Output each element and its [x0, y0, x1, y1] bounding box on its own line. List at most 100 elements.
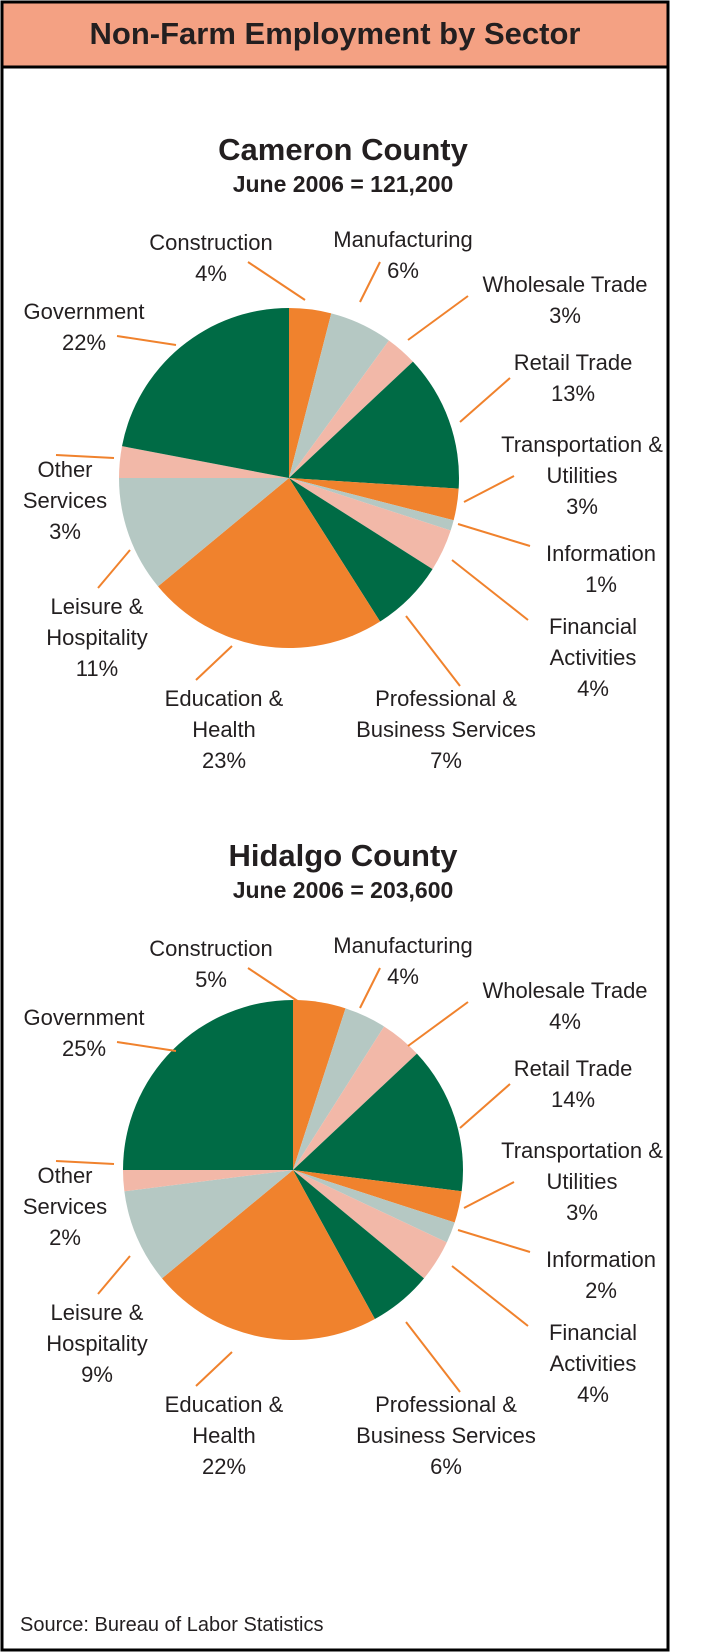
category-label: Other Services: [22, 457, 108, 513]
value-label: 3%: [549, 303, 581, 328]
pie-slice: [293, 1026, 417, 1170]
leader-line: [463, 475, 515, 503]
pie-slice: [123, 1000, 293, 1170]
pie-slice: [123, 1170, 293, 1192]
pie-slice: [293, 1053, 463, 1192]
value-label: 9%: [81, 1362, 113, 1387]
value-label: 2%: [585, 1278, 617, 1303]
slice-label: Leisure & Hospitality 11%: [35, 591, 160, 684]
category-label: Information: [545, 541, 657, 566]
value-label: 4%: [387, 964, 419, 989]
pie-slice: [158, 478, 381, 648]
pie-slice: [289, 478, 433, 622]
pie-slice: [124, 1170, 293, 1279]
leader-line: [55, 1160, 115, 1165]
value-label: 4%: [577, 676, 609, 701]
category-label: Leisure & Hospitality: [46, 594, 148, 650]
slice-label: Information 1%: [531, 538, 671, 600]
category-label: Government: [23, 299, 145, 324]
value-label: 25%: [61, 1036, 107, 1061]
leader-line: [451, 1265, 529, 1327]
category-label: Manufacturing: [333, 933, 473, 958]
slice-label: Other Services 2%: [18, 1160, 113, 1253]
slice-label: Manufacturing 6%: [308, 224, 498, 286]
pie-slice: [289, 313, 389, 478]
slice-label: Professional & Business Services 7%: [339, 683, 554, 776]
chart-title: Hidalgo County: [228, 838, 458, 873]
leader-line: [195, 645, 233, 681]
pie-slice: [289, 478, 451, 570]
slice-label: Information 2%: [531, 1244, 671, 1306]
leader-line: [195, 1351, 233, 1387]
category-label: Professional & Business Services: [356, 686, 536, 742]
pie-slice: [289, 478, 459, 521]
slice-label: Education & Health 22%: [154, 1389, 294, 1482]
slice-label: Wholesale Trade 4%: [465, 975, 665, 1037]
value-label: 3%: [49, 519, 81, 544]
chart-subtitle: June 2006 = 203,600: [232, 877, 454, 903]
category-label: Information: [545, 1247, 657, 1272]
slice-label: Construction 5%: [131, 933, 291, 995]
value-label: 22%: [61, 330, 107, 355]
pie-slice: [293, 1170, 424, 1319]
pie-slice: [293, 1170, 447, 1279]
slice-label: Retail Trade 13%: [473, 347, 673, 409]
category-label: Leisure & Hospitality: [46, 1300, 148, 1356]
leader-line: [116, 335, 177, 346]
leader-line: [457, 523, 531, 547]
slice-label: Wholesale Trade 3%: [465, 269, 665, 331]
chart-subtitle: June 2006 = 121,200: [232, 171, 454, 197]
value-label: 23%: [201, 748, 247, 773]
leader-line: [463, 1181, 515, 1209]
value-label: 4%: [195, 261, 227, 286]
leader-line: [407, 1001, 469, 1047]
leader-line: [97, 549, 131, 589]
leader-line: [247, 261, 306, 301]
slice-label: Government 22%: [4, 296, 164, 358]
value-label: 11%: [75, 656, 119, 681]
value-label: 3%: [566, 1200, 598, 1225]
pie-slice: [119, 478, 289, 587]
pie-slice: [289, 308, 332, 478]
category-label: Government: [23, 1005, 145, 1030]
category-label: Professional & Business Services: [356, 1392, 536, 1448]
value-label: 4%: [577, 1382, 609, 1407]
pie-slice: [293, 1170, 455, 1243]
value-label: 6%: [387, 258, 419, 283]
source: Source: Bureau of Labor Statistics: [20, 1614, 324, 1636]
leader-line: [359, 261, 381, 303]
category-label: Transportation & Utilities: [501, 432, 663, 488]
category-label: Other Services: [22, 1163, 108, 1219]
value-label: 13%: [550, 381, 596, 406]
slice-label: Retail Trade 14%: [473, 1053, 673, 1115]
value-label: 7%: [430, 748, 462, 773]
slice-label: Transportation & Utilities 3%: [499, 429, 665, 522]
category-label: Retail Trade: [513, 1056, 633, 1081]
slice-label: Government 25%: [4, 1002, 164, 1064]
pie-slice: [293, 1008, 385, 1170]
pie-slice: [293, 1000, 346, 1170]
page-title: Non-Farm Employment by Sector: [89, 16, 581, 51]
slice-label: Other Services 3%: [18, 454, 113, 547]
value-label: 2%: [49, 1225, 81, 1250]
leader-line: [55, 454, 115, 459]
category-label: Wholesale Trade: [482, 272, 648, 297]
value-label: 5%: [195, 967, 227, 992]
pie-slice: [289, 340, 413, 478]
pie-slice: [162, 1170, 375, 1340]
category-label: Transportation & Utilities: [501, 1138, 663, 1194]
leader-line: [405, 615, 461, 687]
value-label: 1%: [585, 572, 617, 597]
leader-line: [405, 1321, 461, 1393]
leader-line: [407, 295, 469, 341]
slice-label: Leisure & Hospitality 9%: [35, 1297, 160, 1390]
category-label: Construction: [149, 230, 273, 255]
category-label: Education & Health: [164, 686, 284, 742]
category-label: Manufacturing: [333, 227, 473, 252]
category-label: Financial Activities: [548, 614, 638, 670]
category-label: Financial Activities: [548, 1320, 638, 1376]
pie-slice: [119, 446, 289, 478]
category-label: Construction: [149, 936, 273, 961]
value-label: 6%: [430, 1454, 462, 1479]
value-label: 14%: [550, 1087, 596, 1112]
